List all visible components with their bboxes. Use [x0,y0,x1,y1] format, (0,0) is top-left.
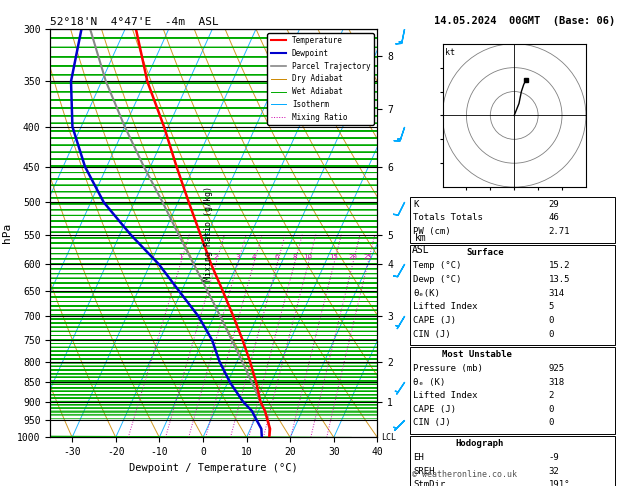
Text: CAPE (J): CAPE (J) [413,405,456,414]
Text: 191°: 191° [548,480,570,486]
X-axis label: Dewpoint / Temperature (°C): Dewpoint / Temperature (°C) [130,463,298,473]
Text: Pressure (mb): Pressure (mb) [413,364,483,373]
Text: Temp (°C): Temp (°C) [413,261,462,271]
Text: 5: 5 [548,302,554,312]
Text: 2.71: 2.71 [548,227,570,236]
Text: 0: 0 [548,405,554,414]
Text: 0: 0 [548,418,554,428]
Text: PW (cm): PW (cm) [413,227,451,236]
Text: CAPE (J): CAPE (J) [413,316,456,325]
Text: 13.5: 13.5 [548,275,570,284]
Text: Hodograph: Hodograph [455,439,504,449]
Text: 10: 10 [304,254,313,260]
Text: 2: 2 [548,391,554,400]
Text: 14.05.2024  00GMT  (Base: 06): 14.05.2024 00GMT (Base: 06) [434,16,615,26]
Text: Dewp (°C): Dewp (°C) [413,275,462,284]
Text: CIN (J): CIN (J) [413,418,451,428]
Y-axis label: km
ASL: km ASL [412,233,430,255]
Text: 0: 0 [548,330,554,339]
Legend: Temperature, Dewpoint, Parcel Trajectory, Dry Adiabat, Wet Adiabat, Isotherm, Mi: Temperature, Dewpoint, Parcel Trajectory… [267,33,374,125]
Text: 8: 8 [292,254,297,260]
Text: Lifted Index: Lifted Index [413,302,478,312]
Text: 0: 0 [548,316,554,325]
Text: Surface: Surface [467,248,504,257]
Text: 15: 15 [330,254,338,260]
Text: © weatheronline.co.uk: © weatheronline.co.uk [412,470,517,479]
Text: -9: -9 [548,453,559,462]
Text: 52°18'N  4°47'E  -4m  ASL: 52°18'N 4°47'E -4m ASL [50,17,219,27]
Text: Lifted Index: Lifted Index [413,391,478,400]
Text: 1: 1 [178,254,182,260]
Text: 3: 3 [235,254,240,260]
Text: 2: 2 [213,254,218,260]
Text: StmDir: StmDir [413,480,445,486]
Text: SREH: SREH [413,467,435,476]
Text: CIN (J): CIN (J) [413,330,451,339]
Text: 20: 20 [348,254,357,260]
Text: Mixing Ratio (g/kg): Mixing Ratio (g/kg) [204,186,213,281]
Text: 318: 318 [548,378,565,387]
Text: 6: 6 [275,254,279,260]
Text: Most Unstable: Most Unstable [442,350,511,360]
Text: kt: kt [445,48,455,57]
Text: Totals Totals: Totals Totals [413,213,483,223]
Text: 25: 25 [363,254,372,260]
Text: 46: 46 [548,213,559,223]
Text: θₑ (K): θₑ (K) [413,378,445,387]
Text: LCL: LCL [381,433,396,442]
Text: 32: 32 [548,467,559,476]
Text: EH: EH [413,453,424,462]
Y-axis label: hPa: hPa [1,223,11,243]
Text: θₑ(K): θₑ(K) [413,289,440,298]
Text: 15.2: 15.2 [548,261,570,271]
Text: 4: 4 [252,254,256,260]
Text: 925: 925 [548,364,565,373]
Text: 314: 314 [548,289,565,298]
Text: 29: 29 [548,200,559,209]
Text: K: K [413,200,419,209]
